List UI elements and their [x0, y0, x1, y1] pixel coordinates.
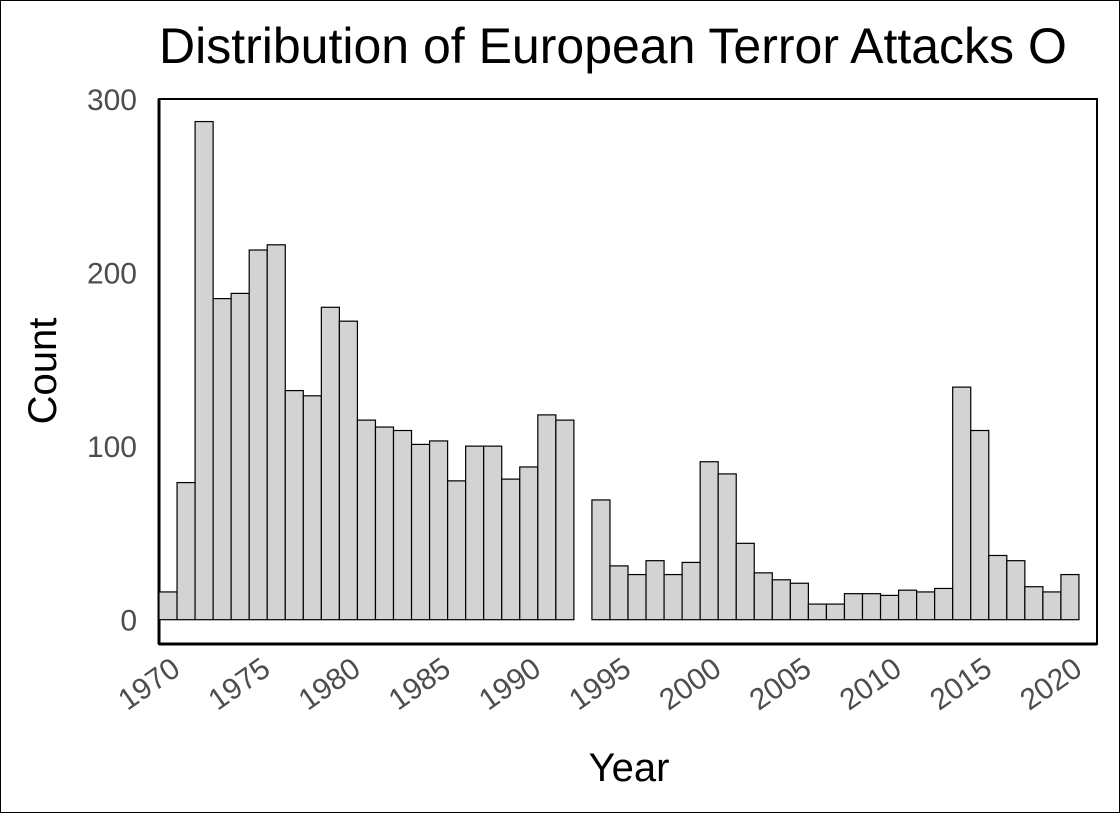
- histogram-bar: [1060, 573, 1080, 621]
- histogram-bar: [555, 419, 575, 621]
- histogram-bar: [807, 603, 828, 621]
- histogram-bar: [897, 589, 918, 621]
- x-tick-labels: 1970 1975 1980 1985 1990 1995 2000 2005 2010 2015…: [112, 652, 1088, 717]
- histogram-bar: [248, 249, 268, 621]
- histogram-bar: [537, 414, 557, 621]
- x-tick-label: 1980: [293, 652, 367, 717]
- histogram-bar: [591, 499, 611, 621]
- histogram-bar: [609, 565, 629, 621]
- histogram-bar: [753, 572, 773, 621]
- histogram-bar: [825, 603, 846, 621]
- histogram-bar: [843, 593, 864, 621]
- histogram-bar: [663, 573, 683, 621]
- histogram-bar: [374, 426, 395, 621]
- histogram-bar: [465, 445, 485, 621]
- bars-group: [158, 120, 1080, 621]
- histogram-bar: [320, 306, 340, 621]
- x-tick-label: 1995: [563, 652, 637, 717]
- histogram-bar: [1024, 586, 1044, 621]
- histogram-bar: [230, 292, 250, 621]
- x-tick-label: 1975: [203, 652, 277, 717]
- histogram-bar: [645, 560, 665, 621]
- histogram-bar: [483, 445, 503, 621]
- histogram-bar: [212, 298, 232, 621]
- x-tick-label: 2000: [654, 652, 728, 717]
- histogram-bar: [428, 440, 449, 621]
- histogram-bar: [771, 579, 791, 621]
- histogram-bar: [699, 461, 719, 621]
- x-tick-label: 2010: [834, 652, 908, 717]
- histogram-bar: [302, 395, 322, 621]
- histogram-bar: [266, 244, 286, 621]
- histogram-bar: [410, 443, 431, 621]
- y-tick-label: 100: [87, 431, 137, 464]
- x-tick-label: 2020: [1014, 652, 1088, 717]
- histogram-bar: [1042, 591, 1062, 621]
- y-tick-label: 0: [120, 605, 137, 638]
- histogram-bar: [717, 473, 737, 621]
- chart-title: Distribution of European Terror Attacks …: [159, 18, 1067, 74]
- histogram-bar: [519, 466, 539, 621]
- histogram-bar: [861, 593, 882, 621]
- x-tick-label: 2005: [744, 652, 818, 717]
- histogram-bar: [988, 554, 1008, 621]
- y-tick-label: 200: [87, 258, 137, 291]
- histogram-bar: [356, 419, 377, 621]
- x-axis-title: Year: [589, 746, 670, 790]
- histogram-bar: [447, 480, 467, 621]
- histogram-bar: [284, 389, 304, 621]
- histogram-bar: [627, 573, 647, 621]
- y-axis-title: Count: [21, 318, 65, 425]
- histogram-bar: [338, 320, 359, 621]
- histogram-bar: [789, 582, 809, 621]
- histogram-bar: [501, 478, 521, 621]
- histogram-bar: [735, 542, 755, 621]
- histogram-bar: [952, 386, 972, 621]
- histogram-bar: [879, 594, 900, 621]
- histogram-bar: [194, 120, 214, 621]
- histogram-bar: [1006, 560, 1026, 621]
- x-tick-label: 1985: [383, 652, 457, 717]
- x-tick-label: 1970: [112, 652, 186, 717]
- y-tick-labels: 0 100 200 300: [87, 84, 137, 638]
- histogram-bar: [681, 561, 701, 621]
- histogram-bar: [970, 429, 990, 621]
- histogram-bar: [158, 591, 178, 621]
- histogram-bar: [392, 429, 413, 621]
- histogram-bar: [916, 591, 936, 621]
- x-tick-label: 2015: [924, 652, 998, 717]
- histogram-bar: [176, 481, 196, 621]
- x-tick-label: 1990: [473, 652, 547, 717]
- y-tick-label: 300: [87, 84, 137, 117]
- histogram-bar: [934, 587, 954, 621]
